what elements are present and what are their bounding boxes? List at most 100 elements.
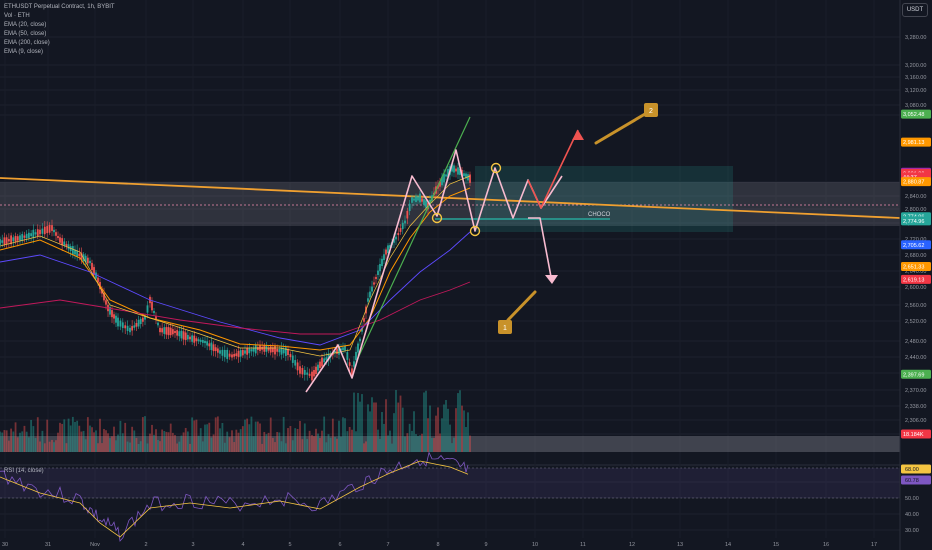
volume-bar bbox=[99, 418, 101, 452]
volume-bar bbox=[294, 428, 297, 452]
candle-body bbox=[93, 267, 95, 275]
price-tick-label: 3,160.00 bbox=[905, 75, 926, 81]
candle-body bbox=[361, 328, 363, 332]
volume-bar bbox=[299, 420, 301, 452]
price-tick-label: 3,120.00 bbox=[905, 88, 926, 94]
volume-bar bbox=[129, 442, 131, 452]
candle-body bbox=[76, 250, 79, 257]
price-badge-label: 2,397.69 bbox=[903, 372, 924, 378]
price-badge-label: 2,651.33 bbox=[903, 264, 924, 270]
marker-circle bbox=[431, 212, 443, 224]
candle-body bbox=[317, 364, 319, 371]
volume-bar bbox=[271, 437, 274, 452]
volume-bar bbox=[76, 420, 79, 452]
volume-bar bbox=[124, 422, 127, 452]
candle-body bbox=[25, 233, 28, 239]
candle-body bbox=[30, 233, 33, 237]
volume-bar bbox=[385, 399, 387, 452]
candle-body bbox=[425, 200, 427, 208]
time-tick-label: 9 bbox=[484, 542, 487, 548]
volume-bar bbox=[311, 435, 313, 452]
volume-bar bbox=[397, 402, 400, 452]
candle-body bbox=[131, 326, 134, 331]
volume-legend: Vol · ETH bbox=[4, 13, 30, 19]
price-tick-label: 2,600.00 bbox=[905, 285, 926, 291]
volume-bar bbox=[23, 425, 26, 452]
volume-bar bbox=[421, 433, 423, 452]
volume-bar bbox=[319, 438, 321, 452]
candle-body bbox=[48, 224, 51, 233]
time-tick-label: 15 bbox=[773, 542, 779, 548]
candle-body bbox=[239, 350, 242, 357]
price-tick-label: 2,640.00 bbox=[905, 269, 926, 275]
candle-body bbox=[393, 238, 395, 243]
candle-body bbox=[67, 244, 70, 250]
volume-bar bbox=[178, 441, 181, 452]
candle-body bbox=[12, 237, 15, 242]
volume-bars bbox=[0, 390, 471, 452]
candle-body bbox=[65, 243, 68, 247]
volume-bar bbox=[357, 392, 359, 452]
candle-body bbox=[10, 235, 13, 245]
candle-body bbox=[340, 348, 342, 351]
volume-bar bbox=[340, 436, 342, 452]
volume-bar bbox=[254, 421, 257, 452]
candle-body bbox=[280, 347, 283, 355]
time-tick-label: Nov bbox=[90, 542, 100, 548]
candle-body bbox=[263, 345, 266, 352]
candle-body bbox=[373, 282, 375, 285]
volume-bar bbox=[469, 435, 471, 452]
callout-1-label: 1 bbox=[503, 325, 507, 332]
candle-body bbox=[27, 232, 30, 238]
price-badge bbox=[901, 261, 931, 271]
candle-body bbox=[193, 335, 196, 343]
volume-bar bbox=[226, 431, 229, 452]
rsi-lines bbox=[0, 451, 469, 542]
candle-body bbox=[315, 366, 317, 375]
volume-bar bbox=[239, 429, 242, 452]
volume-bar bbox=[363, 443, 365, 452]
rsi-badge bbox=[901, 475, 931, 485]
volume-bar bbox=[184, 427, 187, 452]
volume-bar bbox=[193, 420, 196, 452]
price-badge bbox=[901, 274, 931, 284]
candle-body bbox=[301, 368, 304, 375]
volume-bar bbox=[447, 408, 449, 452]
currency-unit-button[interactable]: USDT bbox=[902, 3, 928, 17]
candle-body bbox=[441, 176, 443, 186]
volume-bar bbox=[12, 431, 15, 452]
candle-body bbox=[311, 371, 313, 381]
price-badge bbox=[901, 429, 931, 439]
candle-body bbox=[91, 262, 93, 271]
symbol-title: ETHUSDT Perpetual Contract, 1h, BYBIT bbox=[4, 4, 115, 10]
candle-body bbox=[451, 164, 453, 172]
candle-body bbox=[291, 355, 294, 363]
candle-body bbox=[3, 237, 6, 245]
volume-bar bbox=[214, 417, 217, 452]
volume-bar bbox=[95, 430, 97, 452]
candle-body bbox=[71, 246, 74, 255]
volume-bar bbox=[36, 417, 39, 452]
candle-body bbox=[465, 173, 467, 179]
volume-bar bbox=[78, 425, 81, 452]
volume-bar bbox=[451, 443, 453, 452]
volume-bar bbox=[208, 422, 211, 452]
candle-body bbox=[111, 310, 113, 318]
candle-body bbox=[84, 255, 87, 263]
candle-body bbox=[226, 349, 229, 359]
volume-bar bbox=[417, 436, 419, 452]
candle-body bbox=[395, 236, 397, 240]
candle-body bbox=[151, 301, 153, 311]
candle-body bbox=[144, 316, 146, 320]
legend: ETHUSDT Perpetual Contract, 1h, BYBIT Vo… bbox=[4, 3, 115, 57]
volume-bar bbox=[189, 443, 191, 452]
volume-bar bbox=[274, 442, 276, 452]
volume-bar bbox=[331, 418, 334, 452]
volume-bar bbox=[113, 426, 115, 452]
price-badge-label: 2,981.13 bbox=[903, 140, 924, 146]
volume-bar bbox=[206, 424, 209, 452]
candle-body bbox=[155, 316, 157, 320]
callout-1-badge bbox=[498, 320, 512, 334]
volume-bar bbox=[377, 429, 379, 452]
